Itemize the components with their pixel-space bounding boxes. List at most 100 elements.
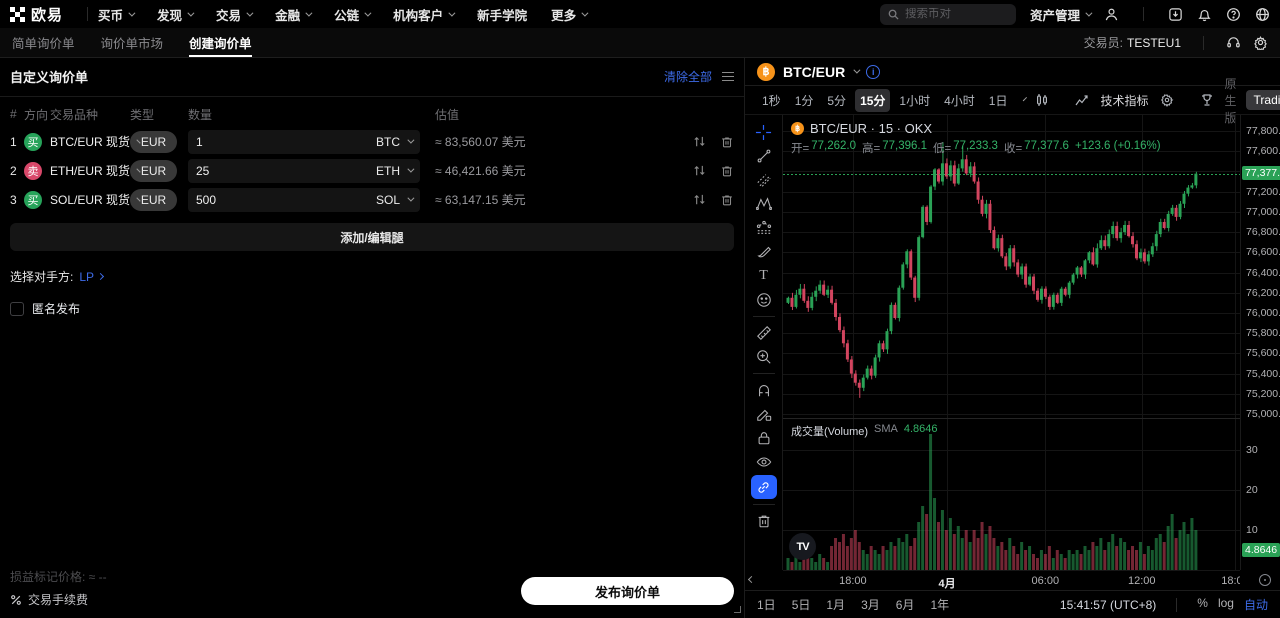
counterparty-selector[interactable]: LP	[79, 270, 105, 284]
anonymous-checkbox[interactable]	[10, 301, 24, 316]
tab-简单询价单[interactable]: 简单询价单	[12, 37, 75, 51]
timeframe-1分[interactable]: 1分	[794, 93, 814, 108]
delete-leg-icon[interactable]	[720, 135, 734, 149]
type-pill[interactable]: EUR	[130, 188, 177, 211]
timeframe-1秒[interactable]: 1秒	[762, 93, 781, 108]
range-1年[interactable]: 1年	[930, 598, 950, 612]
indicator-template-icon[interactable]	[1200, 93, 1214, 107]
delete-leg-icon[interactable]	[720, 193, 734, 207]
amount-input[interactable]: 1 BTC	[188, 129, 420, 154]
swap-side-icon[interactable]	[692, 192, 707, 207]
search-input[interactable]	[904, 8, 1008, 20]
scroll-to-realtime-icon[interactable]	[1259, 574, 1271, 586]
chart-settings-gear-icon[interactable]	[1160, 93, 1174, 107]
time-label: 18:00	[839, 575, 867, 587]
price-chart-canvas[interactable]	[783, 115, 1240, 570]
user-icon[interactable]	[1104, 7, 1119, 22]
panel-resize-handle[interactable]	[734, 606, 741, 613]
crosshair-tool-icon[interactable]	[751, 120, 777, 144]
type-pill[interactable]: EUR	[130, 130, 177, 153]
amount-input[interactable]: 500 SOL	[188, 187, 420, 212]
text-tool-icon[interactable]: T	[759, 268, 768, 283]
projection-tool-icon[interactable]	[751, 216, 777, 240]
notifications-icon[interactable]	[1197, 7, 1212, 22]
tradingview-logo[interactable]: TV	[789, 533, 816, 560]
hide-drawings-tool-icon[interactable]	[751, 450, 777, 474]
swap-side-icon[interactable]	[692, 134, 707, 149]
zoom-in-tool-icon[interactable]	[751, 345, 777, 369]
timeframe-4小时[interactable]: 4小时	[944, 93, 975, 108]
okx-logo[interactable]	[10, 6, 25, 22]
range-6月[interactable]: 6月	[895, 598, 915, 612]
amount-input[interactable]: 25 ETH	[188, 158, 420, 183]
lock-drawings-tool-icon[interactable]	[751, 426, 777, 450]
delete-leg-icon[interactable]	[720, 164, 734, 178]
support-icon[interactable]	[1226, 35, 1241, 50]
publish-rfq-button[interactable]: 发布询价单	[521, 577, 734, 605]
language-globe-icon[interactable]	[1255, 7, 1270, 22]
assets-menu[interactable]: 资产管理	[1030, 5, 1093, 24]
currency-selector[interactable]: ETH	[376, 164, 415, 178]
range-5日[interactable]: 5日	[791, 598, 811, 612]
tab-询价单市场[interactable]: 询价单市场	[100, 37, 164, 51]
timeframe-1日[interactable]: 1日	[988, 93, 1008, 108]
swap-side-icon[interactable]	[692, 163, 707, 178]
search-box[interactable]	[879, 3, 1016, 25]
scale-%[interactable]: %	[1197, 596, 1208, 610]
price-axis[interactable]: 77,800.0 77,600.0 77,200.0 77,000.0 76,800.0…	[1240, 115, 1280, 570]
scale-自动[interactable]: 自动	[1243, 598, 1268, 612]
instrument-selector[interactable]: BTC/EUR 现货	[50, 133, 141, 150]
pair-dropdown-chevron-icon[interactable]	[853, 66, 861, 74]
timeframe-more-chevron-icon[interactable]	[1023, 96, 1028, 101]
price-tick: 76,400.0	[1246, 266, 1280, 279]
nav-item-公链[interactable]: 公链	[334, 5, 372, 24]
indicators-icon[interactable]	[1075, 93, 1089, 107]
time-axis[interactable]: 18:00 4月 06:00 12:00 18:00	[783, 570, 1240, 590]
indicators-button[interactable]: 技术指标	[1100, 93, 1149, 108]
scale-log[interactable]: log	[1217, 596, 1234, 610]
range-1日[interactable]: 1日	[757, 598, 776, 612]
tradingview-version-tab[interactable]: TradingView	[1245, 90, 1280, 110]
time-label: 18:00	[1221, 575, 1240, 587]
brush-tool-icon[interactable]	[751, 240, 777, 264]
add-edit-legs-button[interactable]: 添加/编辑腿	[10, 223, 734, 251]
trendline-tool-icon[interactable]	[751, 144, 777, 168]
nav-item-发现[interactable]: 发现	[157, 5, 195, 24]
timeframe-1小时[interactable]: 1小时	[899, 93, 931, 108]
chart-clock[interactable]: 15:41:57 (UTC+8)	[1059, 597, 1157, 612]
currency-selector[interactable]: BTC	[376, 135, 415, 149]
measure-tool-icon[interactable]	[751, 321, 777, 345]
instrument-selector[interactable]: ETH/EUR 现货	[50, 162, 141, 179]
instrument-selector[interactable]: SOL/EUR 现货	[50, 191, 141, 208]
remove-drawings-tool-icon[interactable]	[751, 509, 777, 533]
clear-all-button[interactable]: 清除全部	[663, 69, 712, 84]
xabcd-pattern-tool-icon[interactable]	[751, 192, 777, 216]
help-icon[interactable]	[1226, 7, 1241, 22]
settings-icon[interactable]	[1253, 35, 1268, 50]
emoji-tool-icon[interactable]	[751, 288, 777, 312]
chart-area[interactable]: ฿ BTC/EUR · 15 · OKX 开= 77,262.0 高= 77,396.…	[783, 115, 1240, 570]
fee-label[interactable]: 交易手续费	[28, 593, 89, 607]
nav-item-机构客户[interactable]: 机构客户	[393, 5, 456, 24]
sync-drawings-tool-icon[interactable]	[750, 475, 777, 499]
nav-item-新手学院[interactable]: 新手学院	[477, 5, 527, 24]
chart-type-candles-icon[interactable]	[1035, 93, 1049, 107]
range-1月[interactable]: 1月	[826, 598, 846, 612]
download-app-icon[interactable]	[1168, 7, 1183, 22]
nav-item-更多[interactable]: 更多	[551, 5, 589, 24]
magnet-tool-icon[interactable]	[751, 378, 777, 402]
currency-selector[interactable]: SOL	[376, 193, 415, 207]
nav-item-金融[interactable]: 金融	[275, 5, 313, 24]
parallel-channel-tool-icon[interactable]	[751, 168, 777, 192]
timeframe-5分[interactable]: 5分	[827, 93, 847, 108]
info-icon[interactable]: i	[866, 64, 881, 79]
range-3月[interactable]: 3月	[861, 598, 880, 612]
tab-创建询价单[interactable]: 创建询价单	[189, 28, 252, 57]
type-pill[interactable]: EUR	[130, 159, 177, 182]
collapse-toolbar-icon[interactable]	[747, 575, 756, 584]
panel-menu-icon[interactable]	[722, 69, 734, 84]
nav-item-买币[interactable]: 买币	[98, 5, 136, 24]
drawing-mode-tool-icon[interactable]	[751, 402, 777, 426]
nav-item-交易[interactable]: 交易	[216, 5, 254, 24]
timeframe-15分[interactable]: 15分	[855, 88, 891, 112]
